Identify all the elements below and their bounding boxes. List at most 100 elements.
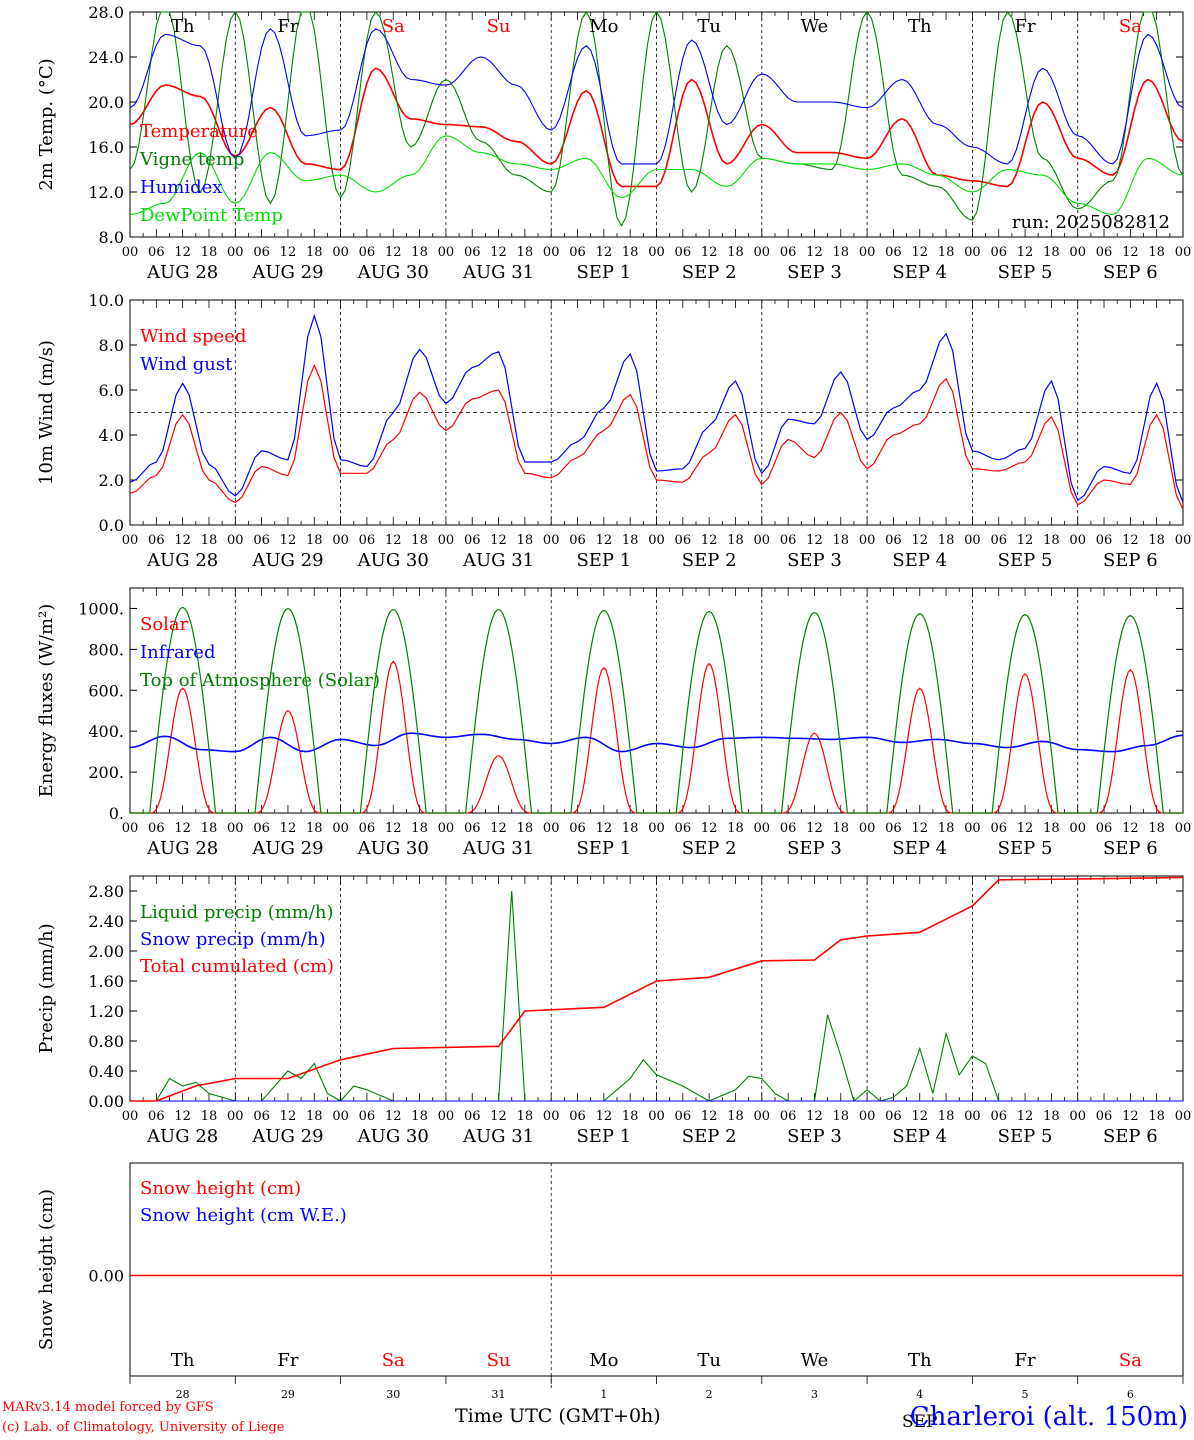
date-tick-label: AUG 30 — [357, 1126, 429, 1147]
date-tick-label: SEP 6 — [1103, 550, 1158, 571]
hour-tick-label: 06 — [780, 821, 797, 836]
hour-tick-label: 06 — [675, 1109, 692, 1124]
legend-entry: Top of Atmosphere (Solar) — [140, 670, 380, 691]
hour-tick-label: 12 — [806, 821, 823, 836]
hour-tick-label: 12 — [385, 533, 402, 548]
weekday-label: Sa — [1119, 16, 1142, 37]
hour-tick-label: 12 — [596, 245, 613, 260]
y-axis-title: Energy fluxes (W/m²) — [36, 604, 57, 798]
date-tick-label: SEP 2 — [682, 838, 737, 859]
date-tick-label: SEP 5 — [998, 838, 1053, 859]
hour-tick-label: 06 — [780, 245, 797, 260]
weekday-label: We — [801, 16, 829, 37]
y-tick-label: 8.0 — [99, 336, 124, 355]
panel-frame — [129, 11, 1184, 238]
date-tick-label: SEP 3 — [787, 262, 842, 283]
hour-tick-label: 06 — [675, 533, 692, 548]
legend-entry: Total cumulated (cm) — [140, 956, 334, 977]
legend-entry: Wind speed — [140, 326, 246, 347]
hour-tick-label: 06 — [885, 821, 902, 836]
hour-tick-label: 18 — [833, 245, 850, 260]
hour-tick-label: 00 — [122, 1109, 139, 1124]
hour-tick-label: 00 — [332, 821, 349, 836]
hour-tick-label: 00 — [122, 533, 139, 548]
y-tick-label: 16.0 — [88, 138, 124, 157]
month-label: SEP — [902, 1412, 938, 1432]
weekday-label: Tu — [697, 16, 721, 37]
series-line-humidex — [129, 28, 1184, 165]
weekday-label: Sa — [382, 1350, 405, 1371]
date-tick-label: AUG 29 — [251, 550, 323, 571]
date-tick-label: SEP 4 — [892, 1126, 947, 1147]
hour-tick-label: 00 — [859, 821, 876, 836]
hour-tick-label: 18 — [201, 533, 218, 548]
hour-tick-label: 18 — [938, 533, 955, 548]
day-number-label: 29 — [281, 1388, 295, 1401]
date-tick-label: AUG 28 — [146, 262, 218, 283]
y-tick-label: 1000. — [78, 599, 124, 618]
day-number-label: 2 — [706, 1388, 713, 1401]
date-tick-label: SEP 5 — [998, 262, 1053, 283]
hour-tick-label: 00 — [543, 533, 560, 548]
hour-tick-label: 12 — [911, 245, 928, 260]
station-name: Charleroi (alt. 150m) — [909, 1402, 1188, 1432]
hour-tick-label: 06 — [675, 821, 692, 836]
weekday-label: Th — [171, 16, 195, 37]
y-tick-label: 0.00 — [88, 1267, 124, 1286]
hour-tick-label: 00 — [122, 821, 139, 836]
hour-tick-label: 12 — [806, 1109, 823, 1124]
hour-tick-label: 18 — [1043, 245, 1060, 260]
hour-tick-label: 18 — [201, 1109, 218, 1124]
date-tick-label: SEP 5 — [998, 550, 1053, 571]
hour-tick-label: 06 — [464, 821, 481, 836]
date-tick-label: AUG 29 — [251, 838, 323, 859]
hour-tick-label: 12 — [490, 1109, 507, 1124]
y-tick-label: 600. — [88, 681, 124, 700]
hour-tick-label: 12 — [596, 533, 613, 548]
hour-tick-label: 06 — [253, 1109, 270, 1124]
hour-tick-label: 00 — [227, 245, 244, 260]
y-tick-label: 8.0 — [99, 228, 124, 247]
hour-tick-label: 12 — [490, 245, 507, 260]
y-tick-label: 1.60 — [88, 972, 124, 991]
date-tick-label: SEP 4 — [892, 838, 947, 859]
y-axis-title: 2m Temp. (°C) — [36, 58, 57, 190]
hour-tick-label: 00 — [1069, 821, 1086, 836]
hour-tick-label: 06 — [885, 1109, 902, 1124]
hour-tick-label: 06 — [253, 245, 270, 260]
hour-tick-label: 12 — [1122, 245, 1139, 260]
weekday-label: Th — [171, 1350, 195, 1371]
hour-tick-label: 06 — [148, 533, 165, 548]
hour-tick-label: 12 — [701, 245, 718, 260]
hour-tick-label: 06 — [569, 245, 586, 260]
hour-tick-label: 12 — [490, 821, 507, 836]
day-number-label: 31 — [492, 1388, 506, 1401]
hour-tick-label: 18 — [1043, 533, 1060, 548]
date-tick-label: SEP 3 — [787, 550, 842, 571]
hour-tick-label: 06 — [464, 1109, 481, 1124]
hour-tick-label: 06 — [990, 821, 1007, 836]
date-tick-label: SEP 1 — [576, 1126, 631, 1147]
hour-tick-label: 00 — [122, 245, 139, 260]
hour-tick-label: 12 — [280, 245, 297, 260]
legend-entry: Solar — [140, 614, 189, 635]
hour-tick-label: 12 — [174, 1109, 191, 1124]
legend-entry: DewPoint Temp — [140, 205, 283, 226]
hour-tick-label: 00 — [227, 533, 244, 548]
hour-tick-label: 18 — [1148, 1109, 1165, 1124]
series-line-top-of-atmosphere-solar- — [130, 606, 1183, 814]
date-tick-label: AUG 30 — [357, 262, 429, 283]
hour-tick-label: 12 — [596, 1109, 613, 1124]
hour-tick-label: 00 — [438, 1109, 455, 1124]
hour-tick-label: 00 — [1175, 1109, 1192, 1124]
day-number-label: 28 — [176, 1388, 190, 1401]
hour-tick-label: 00 — [964, 245, 981, 260]
hour-tick-label: 00 — [227, 1109, 244, 1124]
hour-tick-label: 12 — [174, 533, 191, 548]
hour-tick-label: 00 — [754, 821, 771, 836]
date-tick-label: AUG 30 — [357, 838, 429, 859]
date-tick-label: AUG 29 — [251, 262, 323, 283]
date-tick-label: SEP 1 — [576, 262, 631, 283]
series-line-infrared — [129, 732, 1184, 753]
